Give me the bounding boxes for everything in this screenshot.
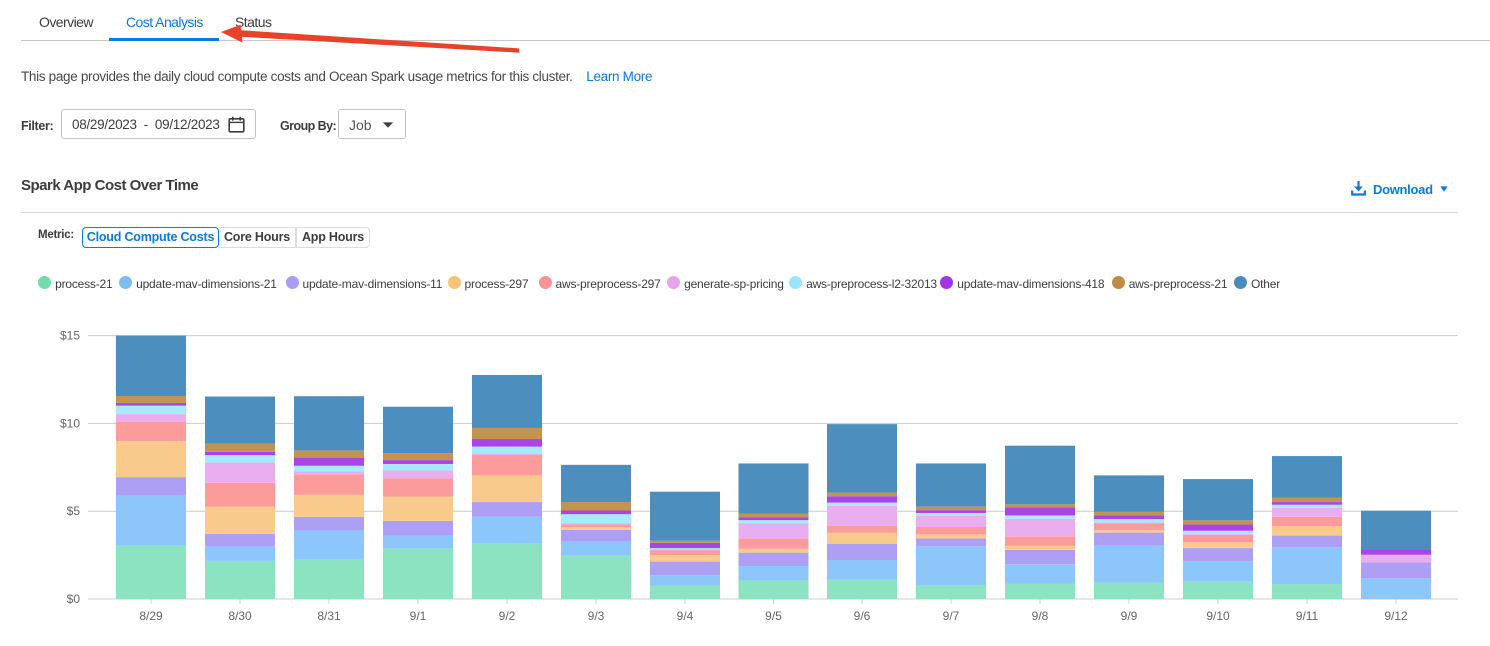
svg-text:9/9: 9/9: [1121, 609, 1138, 623]
svg-text:9/1: 9/1: [410, 609, 427, 623]
svg-text:9/11: 9/11: [1296, 609, 1319, 623]
svg-text:9/7: 9/7: [943, 609, 960, 623]
svg-text:9/6: 9/6: [854, 609, 871, 623]
svg-text:$0: $0: [67, 592, 81, 606]
svg-text:9/8: 9/8: [1032, 609, 1049, 623]
svg-text:$5: $5: [67, 504, 81, 518]
svg-text:9/10: 9/10: [1206, 609, 1230, 623]
svg-text:9/3: 9/3: [588, 609, 605, 623]
svg-text:9/5: 9/5: [765, 609, 782, 623]
svg-text:8/30: 8/30: [228, 609, 252, 623]
svg-text:$10: $10: [60, 416, 80, 430]
svg-text:8/31: 8/31: [317, 609, 341, 623]
svg-text:9/2: 9/2: [499, 609, 516, 623]
svg-text:$15: $15: [60, 329, 80, 343]
svg-text:9/4: 9/4: [677, 609, 694, 623]
svg-text:9/12: 9/12: [1384, 609, 1408, 623]
svg-text:8/29: 8/29: [139, 609, 163, 623]
